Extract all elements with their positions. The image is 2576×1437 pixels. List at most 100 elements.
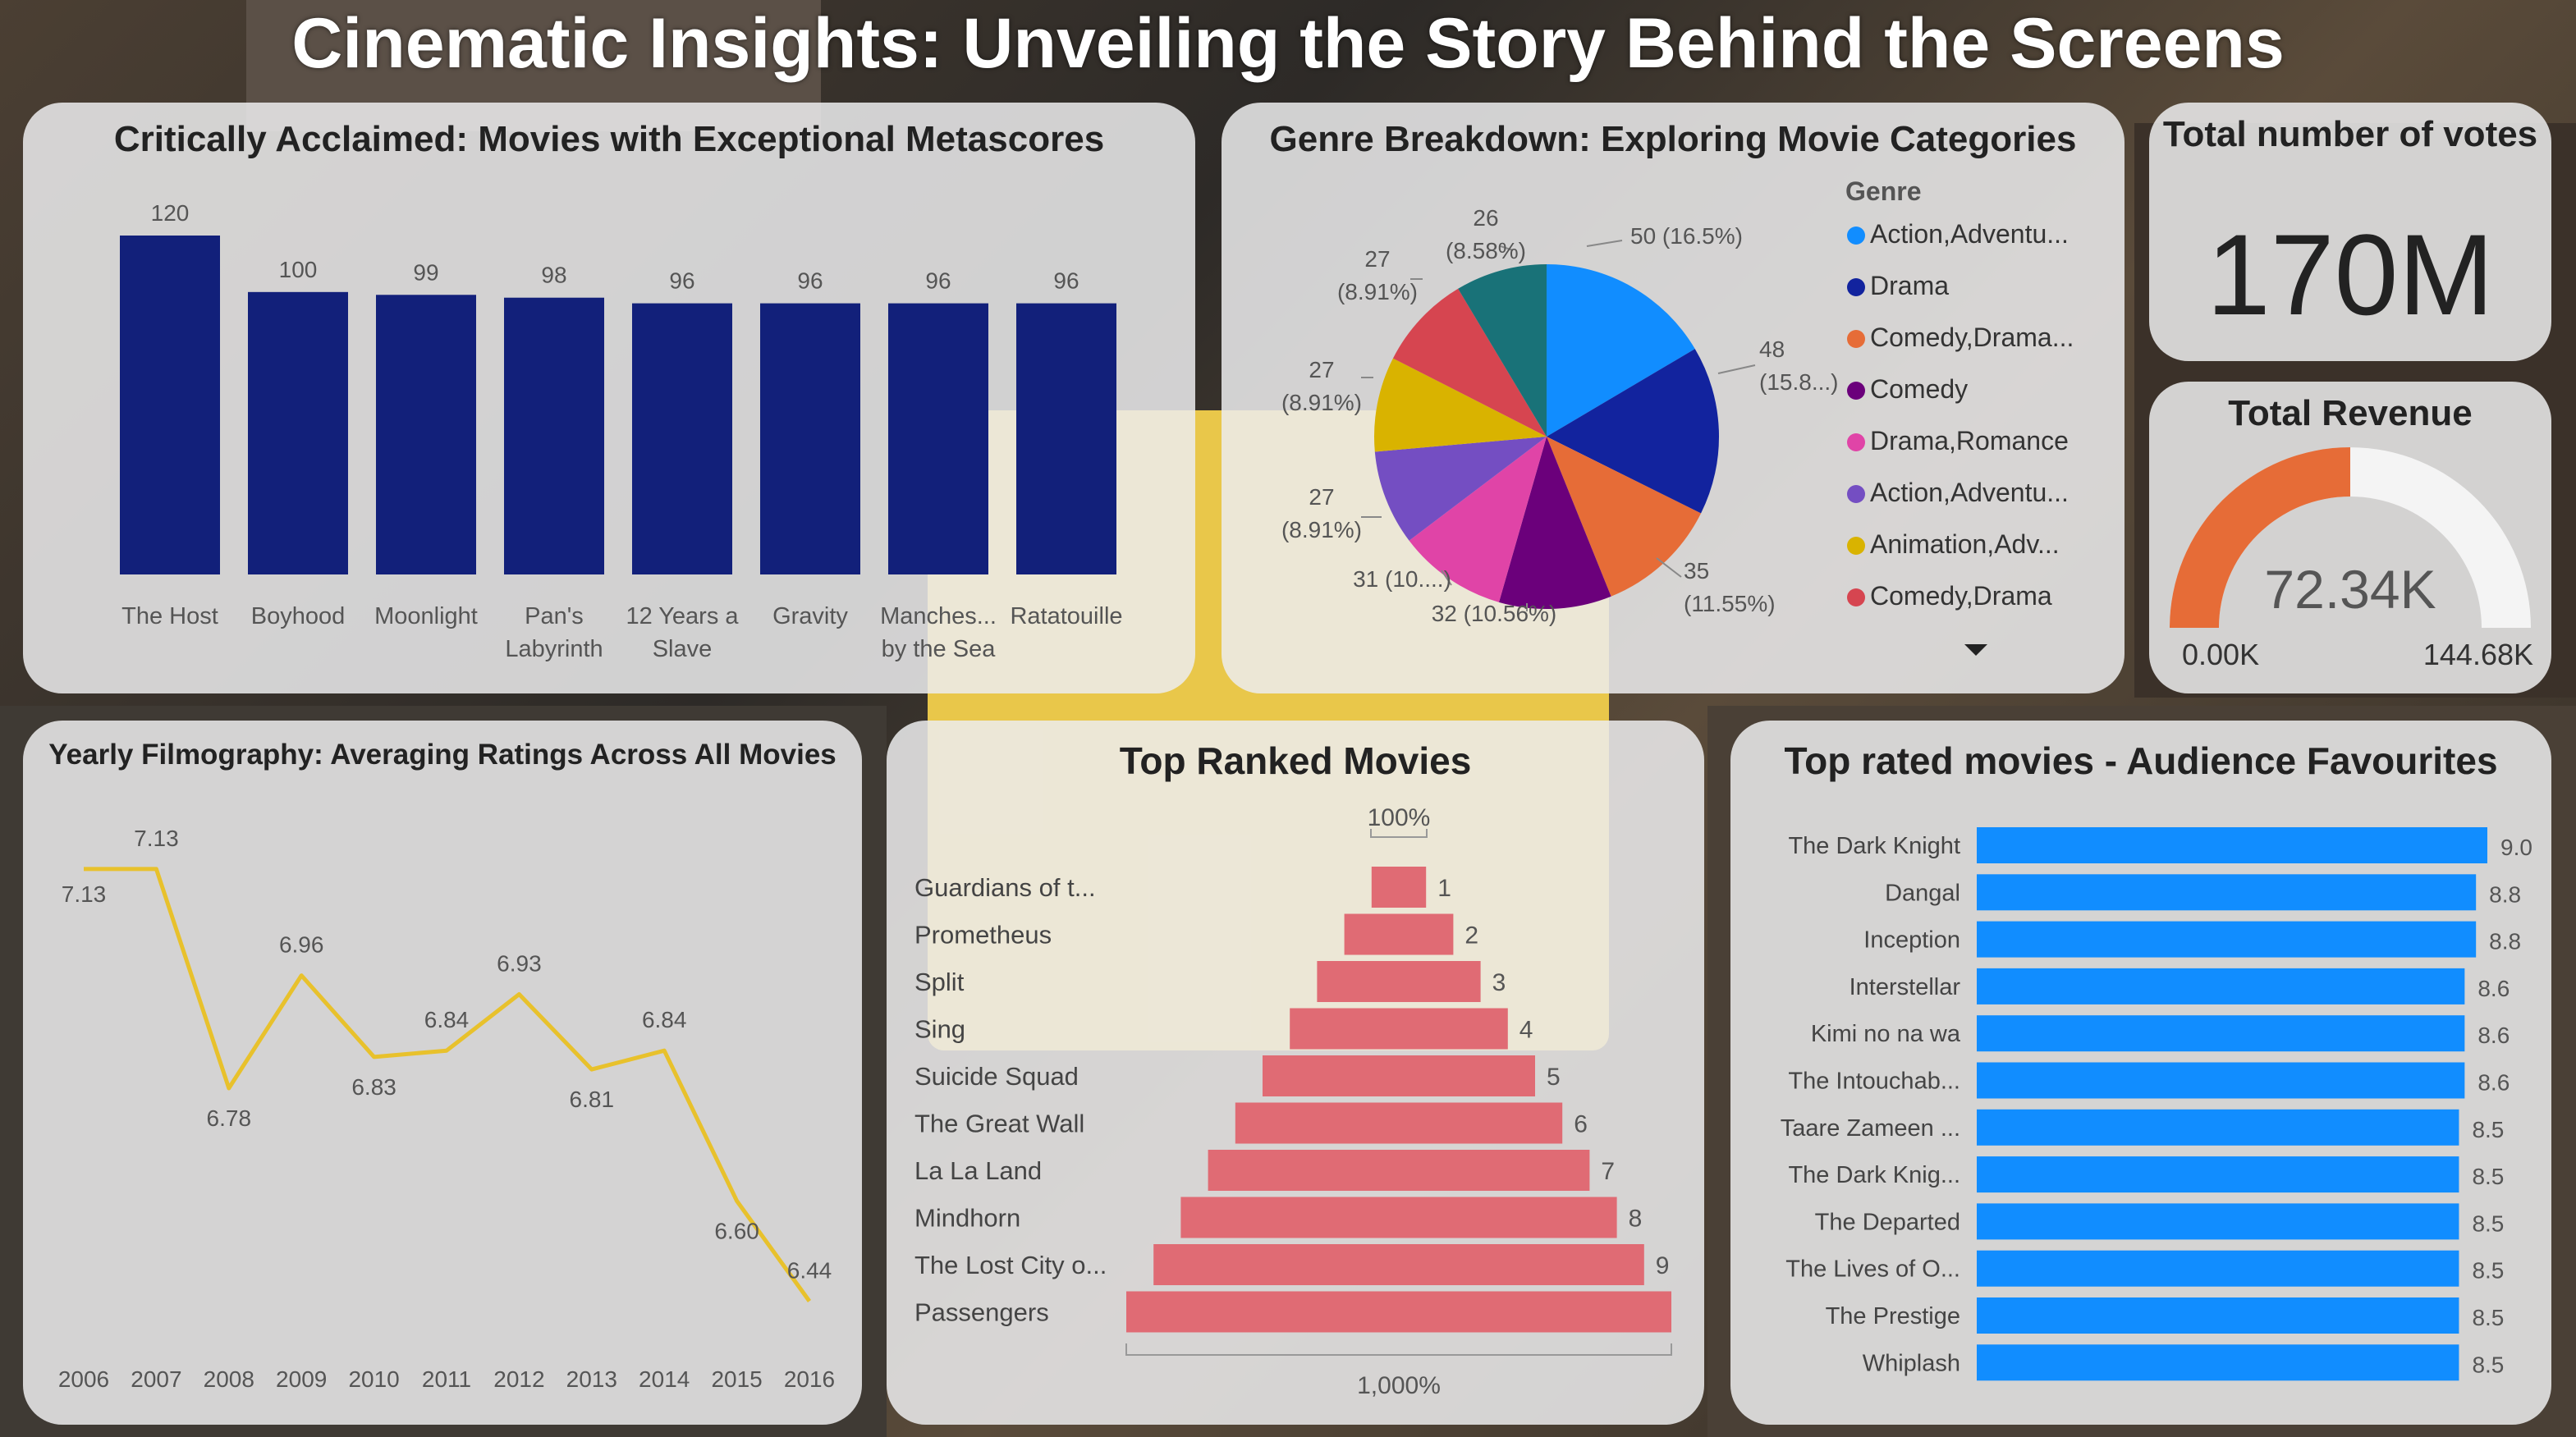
legend-item[interactable]: Drama,Romance bbox=[1847, 426, 2069, 456]
votes-title: Total number of votes bbox=[2162, 114, 2538, 154]
legend-color-dot bbox=[1847, 330, 1865, 348]
funnel-bar bbox=[1180, 1197, 1617, 1238]
pie-data-label: 32 (10.56%) bbox=[1432, 601, 1557, 626]
line-data-label: 7.13 bbox=[134, 826, 179, 851]
metascore-title: Critically Acclaimed: Movies with Except… bbox=[113, 119, 1105, 159]
legend-color-dot bbox=[1847, 537, 1865, 555]
funnel-bar bbox=[1235, 1102, 1563, 1144]
toprated-card[interactable]: Top rated movies - Audience Favourites T… bbox=[1730, 721, 2551, 1425]
caret-down-icon[interactable] bbox=[1964, 644, 1987, 656]
pie-slice bbox=[1374, 358, 1547, 452]
metascore-category-label: 12 Years a bbox=[626, 603, 739, 629]
funnel-card[interactable]: Top Ranked Movies 100% Guardians of t... 1… bbox=[887, 721, 1704, 1425]
rating-value-label: 8.6 bbox=[2477, 1023, 2510, 1048]
funnel-category-label: The Great Wall bbox=[914, 1110, 1084, 1138]
legend-item[interactable]: Drama bbox=[1847, 271, 1949, 301]
genre-card[interactable]: Genre Breakdown: Exploring Movie Categor… bbox=[1222, 103, 2125, 693]
top-rated-bar bbox=[1977, 1109, 2459, 1146]
movie-name-label: The Prestige bbox=[1826, 1303, 1960, 1329]
metascore-card[interactable]: Critically Acclaimed: Movies with Except… bbox=[23, 103, 1195, 693]
x-axis-tick-label: 2013 bbox=[566, 1366, 617, 1392]
funnel-category-label: La La Land bbox=[914, 1156, 1042, 1185]
legend-label: Comedy,Drama bbox=[1870, 581, 2052, 611]
legend-item[interactable]: Comedy,Drama... bbox=[1847, 323, 2074, 353]
metascore-value-label: 98 bbox=[541, 263, 566, 288]
toprated-title: Top rated movies - Audience Favourites bbox=[1784, 739, 2498, 782]
rating-value-label: 8.8 bbox=[2489, 929, 2521, 954]
gauge-fill bbox=[2170, 447, 2350, 628]
line-data-label: 6.96 bbox=[279, 932, 324, 958]
revenue-max: 144.68K bbox=[2422, 638, 2533, 671]
movie-name-label: Whiplash bbox=[1863, 1350, 1960, 1376]
legend-label: Comedy,Drama... bbox=[1870, 323, 2074, 352]
legend-item[interactable]: Comedy,Drama bbox=[1847, 581, 2052, 611]
top-rated-bar bbox=[1977, 921, 2477, 958]
movie-name-label: Kimi no na wa bbox=[1811, 1021, 1961, 1047]
funnel-category-label: The Lost City o... bbox=[914, 1251, 1107, 1279]
revenue-card[interactable]: Total Revenue 72.34K 0.00K 144.68K bbox=[2149, 382, 2551, 693]
legend-item[interactable]: Animation,Adv... bbox=[1847, 529, 2060, 560]
metascore-value-label: 120 bbox=[151, 200, 190, 226]
metascore-value-label: 99 bbox=[413, 259, 438, 285]
legend-color-dot bbox=[1847, 227, 1865, 245]
metascore-category-label: by the Sea bbox=[882, 636, 997, 662]
funnel-value-label: 5 bbox=[1547, 1064, 1561, 1091]
pie-leader-line bbox=[1656, 557, 1682, 578]
pie-leader-line bbox=[1717, 364, 1756, 374]
rating-value-label: 8.6 bbox=[2477, 976, 2510, 1001]
metascore-bar bbox=[248, 291, 348, 574]
rating-value-label: 8.5 bbox=[2472, 1305, 2504, 1330]
x-axis-tick-label: 2010 bbox=[348, 1366, 399, 1392]
pie-data-label: (8.91%) bbox=[1281, 517, 1362, 542]
x-axis-tick-label: 2009 bbox=[276, 1366, 327, 1392]
metascore-bar bbox=[504, 297, 604, 574]
x-axis-tick-label: 2014 bbox=[639, 1366, 690, 1392]
pie-leader-line bbox=[1500, 245, 1514, 251]
top-rated-bar bbox=[1977, 1062, 2465, 1099]
top-ranked-funnel[interactable]: 100% Guardians of t... 1 Prometheus 2 Split 3 S… bbox=[887, 721, 1704, 1425]
legend-item[interactable]: Action,Adventu... bbox=[1847, 219, 2069, 249]
funnel-top-bracket bbox=[1370, 829, 1428, 838]
top-rated-bar bbox=[1977, 827, 2487, 863]
x-axis-tick-label: 2008 bbox=[204, 1366, 254, 1392]
pie-data-label: (11.55%) bbox=[1684, 591, 1776, 616]
genre-pie-chart[interactable]: 50 (16.5%) 48 (15.8...) 35 (11.55%) 32 (10.56… bbox=[1222, 103, 2125, 693]
top-rated-bar-chart[interactable]: The Dark Knight 9.0 Dangal 8.8 Inception 8.8 I… bbox=[1730, 721, 2551, 1425]
pie-data-label: (8.91%) bbox=[1337, 279, 1418, 304]
yearly-line-chart[interactable]: 7.13 7.13 6.78 6.96 6.83 6.84 6.93 6.81 6.84 6.60… bbox=[23, 721, 862, 1425]
pie-leader-line bbox=[1586, 240, 1623, 247]
funnel-bar bbox=[1317, 961, 1481, 1002]
legend-item[interactable]: Action,Adventu... bbox=[1847, 478, 2069, 508]
funnel-category-label: Sing bbox=[914, 1015, 965, 1044]
metascore-value-label: 96 bbox=[925, 268, 951, 294]
line-data-label: 6.78 bbox=[207, 1105, 252, 1131]
funnel-top-label: 100% bbox=[1368, 804, 1431, 831]
funnel-bar bbox=[1126, 1291, 1671, 1333]
rating-value-label: 8.5 bbox=[2472, 1258, 2504, 1284]
legend-color-dot bbox=[1847, 433, 1865, 451]
metascore-bar-chart[interactable]: 120 The Host 100 Boyhood 99 Moonlight 98 Pan's L… bbox=[23, 103, 1195, 693]
legend-label: Comedy bbox=[1870, 374, 1969, 404]
pie-slice bbox=[1392, 288, 1547, 437]
top-rated-bar bbox=[1977, 1344, 2459, 1381]
line-data-label: 7.13 bbox=[62, 881, 107, 907]
line-data-label: 6.93 bbox=[497, 951, 542, 977]
legend-label: Drama,Romance bbox=[1870, 426, 2069, 455]
legend-label: Animation,Adv... bbox=[1870, 529, 2060, 559]
metascore-category-label: Manches... bbox=[880, 603, 997, 629]
pie-data-label: 31 (10....) bbox=[1353, 566, 1451, 592]
rating-value-label: 8.5 bbox=[2472, 1117, 2504, 1142]
pie-slice bbox=[1547, 264, 1695, 437]
pie-slice bbox=[1374, 437, 1547, 541]
yearly-card[interactable]: Yearly Filmography: Averaging Ratings Ac… bbox=[23, 721, 862, 1425]
pie-data-label: 35 bbox=[1684, 558, 1709, 583]
movie-name-label: The Lives of O... bbox=[1785, 1256, 1960, 1283]
votes-card[interactable]: Total number of votes 170M bbox=[2149, 103, 2551, 361]
pie-data-label: 48 bbox=[1759, 336, 1785, 362]
movie-name-label: The Dark Knight bbox=[1788, 833, 1960, 859]
rating-value-label: 9.0 bbox=[2500, 835, 2532, 860]
legend-item[interactable]: Comedy bbox=[1847, 374, 1968, 405]
top-rated-bar bbox=[1977, 1015, 2465, 1052]
rating-value-label: 8.5 bbox=[2472, 1164, 2504, 1189]
line-data-label: 6.60 bbox=[714, 1218, 759, 1243]
